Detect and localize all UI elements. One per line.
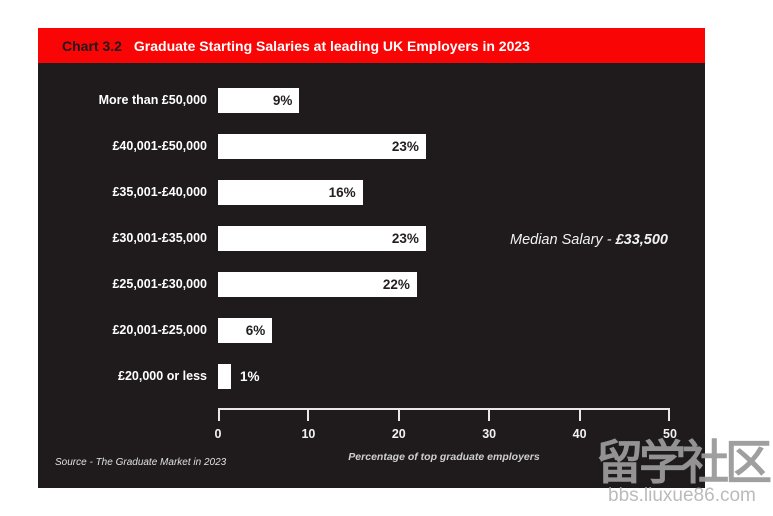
chart-header: Chart 3.2 Graduate Starting Salaries at … bbox=[38, 28, 705, 63]
x-axis-title: Percentage of top graduate employers bbox=[348, 451, 540, 463]
bar-track: 16% bbox=[218, 179, 670, 205]
bar: 16% bbox=[218, 179, 363, 205]
category-label: £35,001-£40,000 bbox=[112, 185, 207, 199]
median-salary-annotation: Median Salary - £33,500 bbox=[510, 232, 668, 248]
axis-tick-mark bbox=[668, 408, 670, 421]
source-note: Source - The Graduate Market in 2023 bbox=[55, 457, 227, 468]
category-label: £25,001-£30,000 bbox=[112, 277, 207, 291]
bar: 22% bbox=[218, 271, 417, 297]
median-salary-value: £33,500 bbox=[615, 232, 668, 248]
bar-row: £25,001-£30,000 22% bbox=[38, 261, 705, 307]
category-label: More than £50,000 bbox=[98, 93, 207, 107]
median-salary-prefix: Median Salary - bbox=[510, 232, 616, 248]
bar-track: 23% bbox=[218, 225, 670, 251]
axis-tick-mark bbox=[307, 408, 310, 421]
value-label: 1% bbox=[240, 368, 260, 384]
category-label: £40,001-£50,000 bbox=[112, 139, 207, 153]
axis-tick-mark bbox=[578, 408, 581, 421]
axis-tick-label: 20 bbox=[391, 427, 406, 441]
axis-tick-mark bbox=[397, 408, 400, 421]
axis-tick-label: 50 bbox=[663, 427, 677, 441]
axis-tick-mark bbox=[218, 408, 220, 421]
value-label: 23% bbox=[391, 138, 419, 154]
axis-tick-mark bbox=[488, 408, 491, 421]
value-label: 22% bbox=[382, 276, 410, 292]
bar-rows: More than £50,000 9% £40,001-£50,000 23% £35… bbox=[38, 77, 705, 399]
bar: 6% bbox=[218, 317, 273, 343]
value-label: 6% bbox=[245, 322, 266, 338]
chart-number-label: Chart 3.2 bbox=[62, 37, 122, 54]
value-label: 16% bbox=[328, 184, 356, 200]
bar-track: 23% bbox=[218, 133, 670, 159]
category-label: £20,001-£25,000 bbox=[112, 323, 207, 337]
bar: 23% bbox=[218, 225, 426, 251]
bar-row: £20,000 or less 1% bbox=[38, 353, 705, 399]
x-axis: 0 10 20 30 40 50 Percentage of top graduate e… bbox=[214, 408, 677, 498]
chart-area: More than £50,000 9% £40,001-£50,000 23% £35… bbox=[38, 63, 705, 488]
bar-row: More than £50,000 9% bbox=[38, 77, 705, 123]
axis-tick-label: 0 bbox=[214, 427, 222, 441]
bar-track: 6% bbox=[218, 317, 670, 343]
axis-tick-label: 10 bbox=[301, 427, 316, 441]
bar-row: £40,001-£50,000 23% bbox=[38, 123, 705, 169]
bar: 9% bbox=[218, 87, 300, 113]
value-label: 23% bbox=[391, 230, 419, 246]
category-label: £20,000 or less bbox=[118, 369, 207, 383]
bar-row: £35,001-£40,000 16% bbox=[38, 169, 705, 215]
bar-row: £20,001-£25,000 6% bbox=[38, 307, 705, 353]
bar bbox=[218, 363, 231, 389]
bar-track: 22% bbox=[218, 271, 670, 297]
bar: 23% bbox=[218, 133, 426, 159]
value-label: 9% bbox=[272, 92, 293, 108]
category-label: £30,001-£35,000 bbox=[112, 231, 207, 245]
bar-track: 9% bbox=[218, 87, 670, 113]
bar-row: £30,001-£35,000 23% bbox=[38, 215, 705, 261]
bar-track: 1% bbox=[218, 363, 670, 389]
chart-title: Graduate Starting Salaries at leading UK… bbox=[133, 37, 530, 54]
axis-tick-label: 30 bbox=[482, 427, 497, 441]
x-axis-line bbox=[218, 408, 670, 410]
axis-tick-label: 40 bbox=[572, 427, 587, 441]
